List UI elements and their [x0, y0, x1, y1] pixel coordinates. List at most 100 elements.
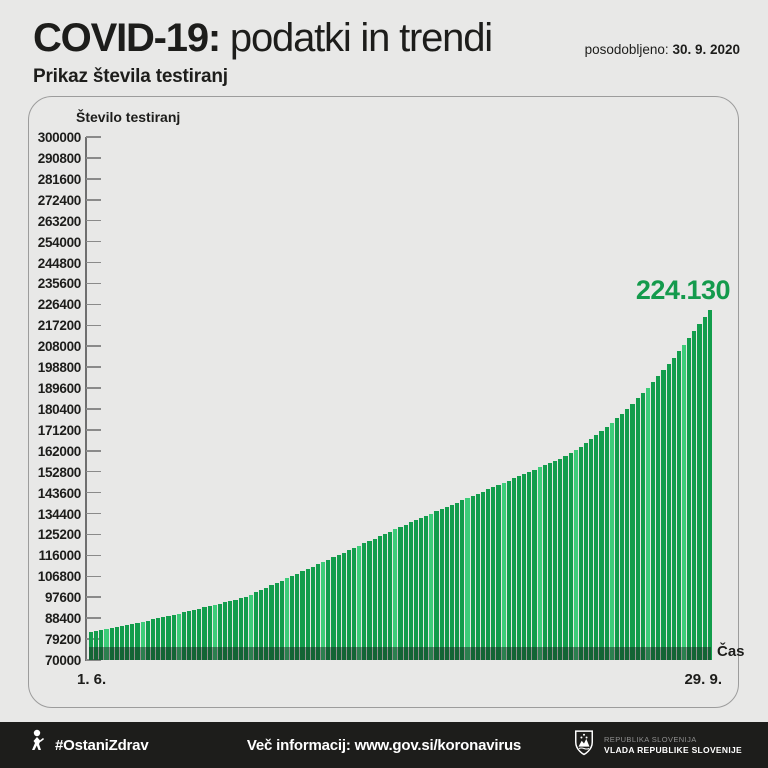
bar — [300, 571, 305, 660]
y-tick — [86, 261, 101, 264]
bar — [99, 630, 104, 660]
bar — [651, 382, 656, 660]
bar — [274, 583, 279, 660]
bar — [357, 546, 362, 660]
bar-series — [89, 137, 712, 660]
bar — [393, 529, 398, 660]
bar — [599, 431, 604, 660]
bar — [295, 574, 300, 660]
bar — [470, 496, 475, 660]
y-tick — [86, 491, 101, 494]
y-tick-label: 79200 — [44, 632, 81, 648]
y-tick-label: 281600 — [37, 171, 82, 187]
bar — [377, 536, 382, 660]
bar — [408, 522, 413, 660]
bar — [362, 543, 367, 660]
bar — [228, 601, 233, 660]
bar — [351, 548, 357, 660]
bar — [161, 617, 166, 660]
y-axis-line — [85, 137, 87, 661]
bar — [584, 443, 589, 660]
bar — [656, 376, 661, 660]
footer-bar: #OstaniZdrav Več informacij: www.gov.si/… — [0, 722, 768, 768]
bar — [692, 331, 697, 660]
y-tick — [86, 659, 101, 661]
bar — [439, 509, 444, 660]
y-tick — [86, 199, 101, 201]
bar — [697, 324, 702, 660]
y-tick — [86, 366, 101, 368]
bar — [661, 370, 666, 660]
bar — [233, 600, 238, 660]
y-tick — [86, 157, 101, 159]
bar — [614, 418, 620, 660]
bar — [506, 481, 511, 660]
bar — [527, 472, 532, 660]
y-tick-label: 300000 — [37, 130, 82, 145]
bar — [516, 476, 522, 660]
government-line-1: REPUBLIKA SLOVENIJA — [603, 735, 697, 744]
bar — [475, 494, 480, 660]
bar — [424, 516, 429, 660]
bar — [104, 629, 109, 660]
y-tick-label: 180400 — [37, 401, 82, 417]
bar — [635, 398, 640, 660]
bar — [243, 597, 248, 660]
bar — [372, 539, 377, 660]
bar — [135, 623, 140, 660]
bar — [444, 507, 449, 660]
y-tick — [86, 596, 101, 598]
y-tick-label: 134400 — [37, 506, 82, 522]
y-tick — [86, 387, 101, 389]
page-title-bold: COVID-19: — [33, 16, 221, 60]
x-axis-title: Čas — [717, 643, 745, 660]
x-axis-end-label: 29. 9. — [684, 671, 722, 688]
page-title-rest: podatki in trendi — [220, 16, 493, 60]
y-tick — [86, 512, 101, 515]
bar — [202, 607, 207, 660]
bar — [367, 541, 372, 660]
bar — [109, 628, 114, 660]
y-tick-label: 263200 — [37, 213, 82, 229]
y-tick — [86, 408, 101, 410]
bar — [119, 626, 125, 660]
y-tick-label: 208000 — [37, 339, 82, 355]
y-tick — [86, 470, 101, 473]
y-tick — [86, 282, 101, 285]
bar — [279, 581, 284, 660]
bar — [553, 461, 558, 660]
bar — [630, 404, 635, 660]
plot-area: 300000 290800 281600 272400 263200 254000 2448… — [29, 97, 745, 707]
bar — [620, 414, 625, 660]
bar — [310, 567, 315, 660]
bar — [671, 358, 676, 660]
bar — [666, 364, 671, 660]
bar — [398, 527, 403, 660]
bar — [419, 518, 424, 660]
y-tick-label: 171200 — [37, 422, 82, 438]
bar — [681, 345, 687, 660]
bar — [207, 606, 212, 660]
bar — [284, 578, 290, 660]
y-tick-label: 70000 — [44, 653, 81, 668]
y-tick — [86, 324, 101, 327]
bar — [254, 592, 259, 660]
bar — [403, 525, 408, 660]
bar — [331, 557, 336, 660]
bar — [176, 614, 181, 660]
updated-label: posodobljeno: — [584, 42, 673, 57]
chart-subtitle: Prikaz števila testiranj — [33, 66, 228, 87]
bar — [290, 576, 295, 660]
y-tick-label: 106800 — [37, 569, 82, 585]
person-icon — [28, 729, 46, 762]
bar — [491, 487, 496, 660]
bar — [625, 409, 630, 660]
bar — [413, 520, 418, 660]
y-tick — [86, 450, 101, 452]
bar — [341, 553, 346, 660]
bar — [269, 585, 274, 660]
y-tick-label: 143600 — [37, 485, 82, 501]
footer-government-block: REPUBLIKA SLOVENIJA VLADA REPUBLIKE SLOV… — [573, 729, 742, 762]
bar — [604, 427, 609, 660]
